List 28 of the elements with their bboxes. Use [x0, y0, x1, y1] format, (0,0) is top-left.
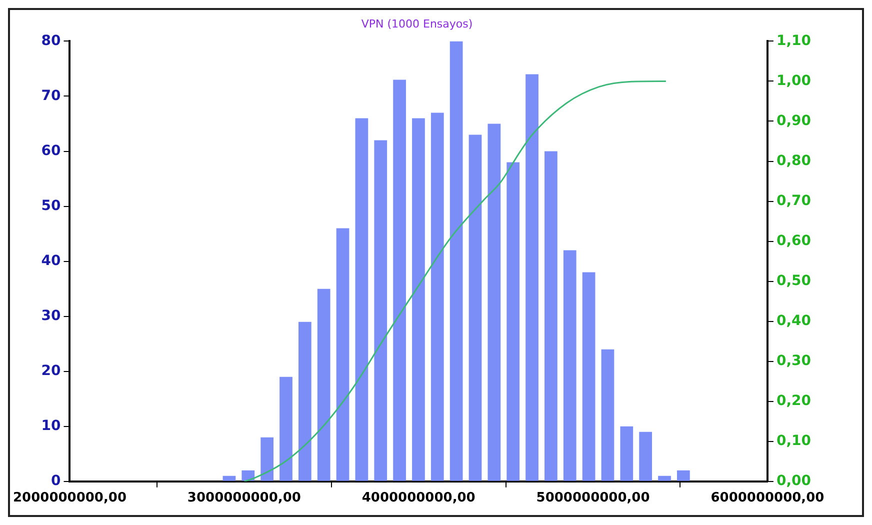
- x-tick-label: 6000000000,00: [710, 490, 824, 506]
- x-tick-label: 2000000000,00: [13, 490, 126, 506]
- y-tick-label: 0: [50, 473, 61, 490]
- y-tick-label: 50: [41, 198, 61, 214]
- y-tick-label: 30: [41, 308, 61, 324]
- x-tick-label: 4000000000,00: [362, 490, 476, 506]
- y-tick-label: 60: [41, 142, 61, 159]
- y2-tick-label: 0,10: [776, 433, 812, 450]
- y-tick-label: 70: [41, 88, 61, 104]
- y2-tick-label: 0,00: [776, 473, 812, 490]
- y2-tick-label: 0,60: [776, 232, 812, 249]
- y2-tick-label: 1,10: [776, 32, 812, 49]
- line-series: [243, 80, 667, 482]
- y2-tick-label: 0,20: [776, 393, 812, 410]
- y2-tick-label: 0,90: [776, 112, 812, 129]
- x-tick-label: 5000000000,00: [536, 490, 650, 506]
- y2-tick-label: 0,50: [776, 272, 812, 289]
- y-tick-label: 10: [41, 418, 61, 434]
- y2-tick-label: 0,40: [776, 312, 812, 329]
- y-tick-label: 20: [41, 362, 61, 379]
- y-tick-label: 80: [41, 32, 61, 49]
- y2-tick-label: 0,70: [776, 192, 812, 209]
- y2-tick-label: 0,80: [776, 152, 812, 169]
- y-tick-label: 40: [41, 252, 61, 269]
- y2-tick-label: 1,00: [776, 72, 812, 89]
- chart-title: VPN (1000 Ensayos): [361, 17, 473, 30]
- y2-tick-label: 0,30: [776, 352, 812, 369]
- x-tick-label: 3000000000,00: [187, 490, 301, 506]
